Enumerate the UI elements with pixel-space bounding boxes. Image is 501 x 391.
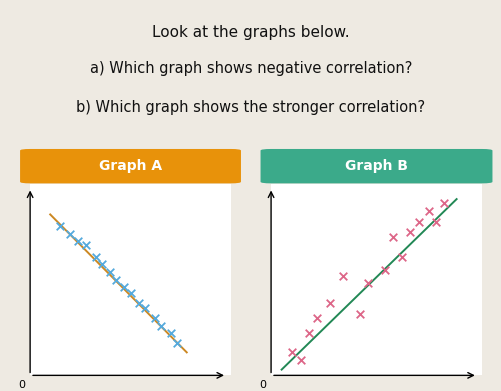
Point [397, 253, 405, 260]
Text: Graph B: Graph B [344, 159, 407, 173]
FancyBboxPatch shape [20, 149, 240, 183]
Point [134, 300, 142, 306]
Point [380, 267, 388, 273]
Point [98, 261, 106, 267]
Text: b) Which graph shows the stronger correlation?: b) Which graph shows the stronger correl… [76, 100, 425, 115]
Point [172, 340, 180, 346]
Point [156, 323, 164, 329]
Point [414, 219, 422, 225]
Point [405, 228, 413, 235]
Point [112, 276, 120, 283]
Point [56, 223, 64, 229]
Text: Look at the graphs below.: Look at the graphs below. [152, 25, 349, 40]
Point [288, 349, 296, 355]
Point [431, 219, 439, 225]
Point [355, 311, 363, 317]
Point [389, 234, 397, 240]
Point [82, 242, 90, 248]
Point [106, 269, 114, 275]
Text: a) Which graph shows negative correlation?: a) Which graph shows negative correlatio… [90, 61, 411, 75]
Point [296, 357, 304, 363]
Point [338, 273, 346, 279]
Point [439, 200, 447, 206]
Point [150, 315, 158, 321]
Point [66, 230, 74, 237]
Point [313, 315, 321, 321]
Text: 0: 0 [19, 380, 26, 390]
Point [166, 330, 174, 336]
Point [126, 290, 134, 296]
Point [326, 300, 334, 306]
Point [74, 238, 82, 244]
Text: 0: 0 [259, 380, 266, 390]
Text: Graph A: Graph A [99, 159, 162, 173]
Point [120, 284, 128, 291]
Point [140, 305, 148, 311]
FancyBboxPatch shape [260, 149, 491, 183]
Point [305, 330, 313, 336]
Point [92, 253, 100, 260]
Point [424, 208, 432, 214]
Point [363, 280, 371, 287]
